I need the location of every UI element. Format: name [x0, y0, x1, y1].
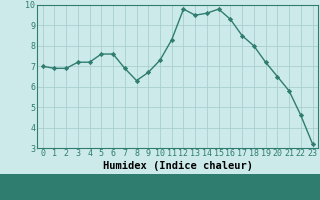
X-axis label: Humidex (Indice chaleur): Humidex (Indice chaleur)	[103, 161, 252, 171]
